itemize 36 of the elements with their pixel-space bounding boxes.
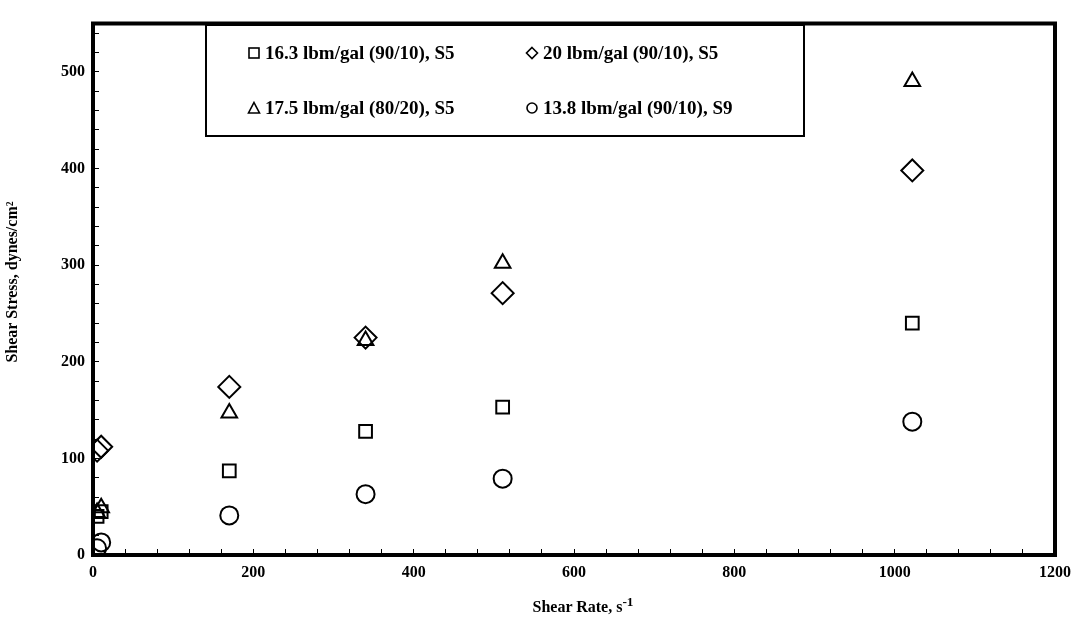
point — [93, 497, 110, 514]
x-tick-label: 200 — [241, 562, 266, 580]
point — [219, 505, 240, 526]
y-tick-label: 200 — [61, 351, 85, 369]
point — [353, 325, 378, 350]
point — [217, 374, 242, 399]
point — [221, 463, 237, 479]
point — [492, 468, 513, 489]
x-tick-label: 1000 — [878, 562, 911, 580]
point — [220, 402, 239, 419]
x-tick-label: 800 — [722, 562, 747, 580]
y-axis-title: Shear Stress, dynes/cm² — [3, 201, 21, 363]
point — [903, 71, 922, 88]
y-tick-label: 100 — [61, 448, 85, 466]
x-tick-label: 1200 — [1039, 562, 1071, 580]
point — [902, 411, 923, 432]
legend-label: 17.5 lbm/gal (80/20), S5 — [265, 96, 455, 119]
legend-label: 20 lbm/gal (90/10), S5 — [543, 42, 719, 65]
x-axis-title: Shear Rate, s$^{-1}$ — [531, 594, 635, 617]
y-tick-label: 500 — [61, 62, 85, 80]
point — [358, 423, 373, 439]
point — [93, 532, 112, 553]
point — [493, 253, 512, 269]
point — [904, 315, 920, 331]
legend-label: 16.3 lbm/gal (90/10), S5 — [265, 42, 455, 65]
x-tick-label: 400 — [401, 562, 426, 580]
point — [355, 484, 376, 505]
point — [490, 281, 515, 306]
point — [900, 158, 925, 183]
y-tick-label: 300 — [61, 255, 85, 273]
y-tick-label: 400 — [61, 158, 85, 176]
y-tick-label: 0 — [77, 545, 85, 563]
x-tick-label: 0 — [89, 562, 97, 580]
point — [495, 399, 511, 415]
legend-label: 13.8 lbm/gal (90/10), S9 — [543, 96, 733, 119]
x-tick-label: 600 — [562, 562, 586, 580]
